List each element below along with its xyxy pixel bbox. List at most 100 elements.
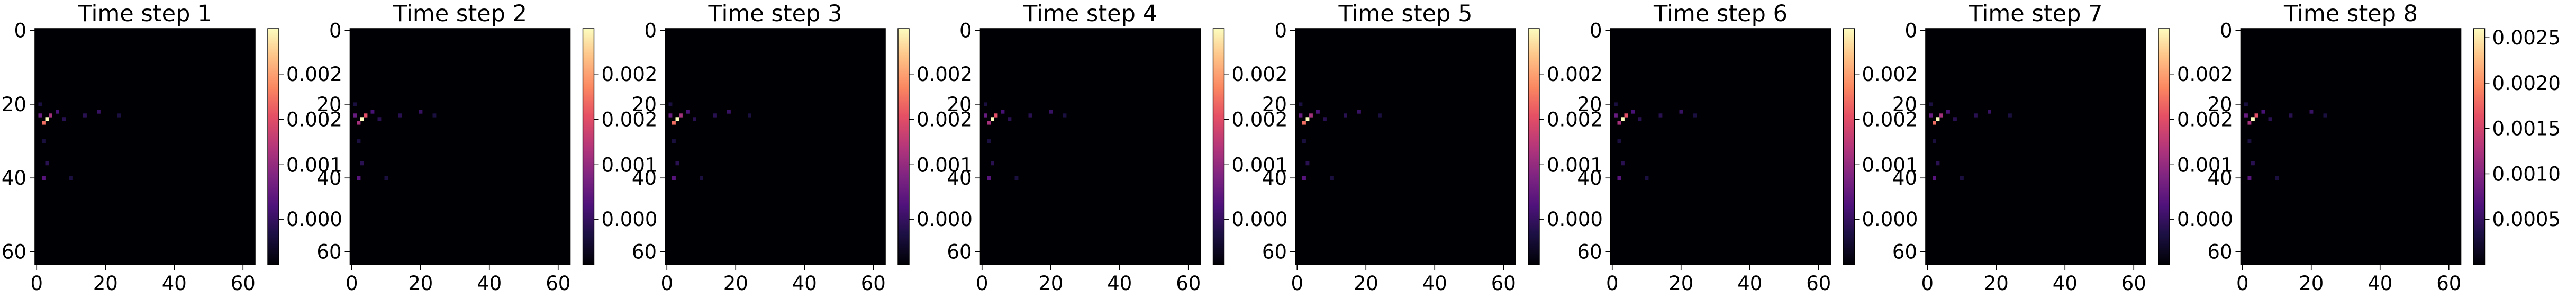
colorbar [2473, 28, 2486, 265]
y-tick-label: 0 [1274, 19, 1287, 42]
heatmap-cell [1638, 117, 1642, 121]
heatmap-panel-8: Time step 80 20 40 6002040600.00050.00100.0… [2207, 1, 2561, 295]
colorbar-tick-label: 0.000 [602, 208, 658, 231]
panel-title: Time step 1 [78, 1, 212, 27]
heatmap-cell [668, 113, 673, 118]
heatmap-background [1610, 29, 1831, 265]
heatmap-cell [384, 176, 388, 180]
heatmap-background [1295, 29, 1516, 265]
heatmap-cell [1953, 117, 1957, 121]
axes-frame [1295, 28, 1516, 265]
heatmap-cell [1001, 110, 1005, 114]
colorbar-tick-label: 0.0005 [2492, 208, 2561, 231]
heatmap-cell [357, 121, 361, 125]
y-tick-label: 20 [2, 93, 26, 116]
colorbar-tick-label: 0.002 [1547, 63, 1603, 86]
colorbar-tick-label: 0.000 [1862, 208, 1918, 231]
colorbar-tick-label: 0.002 [1547, 109, 1603, 131]
x-tick-label: 20 [408, 272, 433, 295]
heatmap-cell [1929, 113, 1933, 118]
x-tick-label: 60 [546, 272, 570, 295]
x-tick-label: 40 [477, 272, 502, 295]
heatmap-cell [686, 110, 690, 114]
y-tick-label: 20 [1892, 93, 1917, 116]
heatmap-cell [1014, 176, 1019, 180]
heatmap-panel-6: Time step 60 20 40 6002040600.0000.0010.002… [1577, 1, 1918, 295]
heatmap-cell [2244, 113, 2248, 118]
heatmap-cell [984, 102, 987, 106]
heatmap-cell [1299, 102, 1303, 106]
heatmap-cell [1378, 113, 1382, 118]
x-tick-label: 0 [1921, 272, 1934, 295]
heatmap-cell [2008, 113, 2012, 118]
heatmap-cell [1617, 139, 1621, 143]
x-tick-label: 60 [2121, 272, 2146, 295]
colorbar-tick-label: 0.0010 [2492, 162, 2561, 185]
y-tick-label: 60 [947, 241, 972, 264]
heatmap-cell [1302, 139, 1306, 143]
x-tick-label: 0 [1291, 272, 1303, 295]
colorbar-tick-label: 0.001 [286, 153, 342, 176]
heatmap-cell [2275, 176, 2279, 180]
heatmap-cell [83, 113, 87, 118]
heatmap-cell [56, 110, 59, 114]
y-tick-label: 20 [1262, 93, 1287, 116]
x-tick-label: 60 [1491, 272, 1516, 295]
colorbar [2158, 28, 2170, 265]
colorbar-tick-label: 0.002 [1862, 109, 1918, 131]
x-tick-label: 40 [1422, 272, 1447, 295]
axes-frame [34, 28, 256, 265]
heatmap-cell [377, 117, 382, 121]
colorbar-tick-label: 0.002 [1232, 63, 1288, 86]
panel-title: Time step 6 [1653, 1, 1788, 27]
heatmap-cell [1305, 117, 1310, 121]
heatmap-panel-1: Time step 10 20 40 6002040600.0000.0010.002… [2, 1, 342, 295]
x-tick-label: 0 [346, 272, 358, 295]
y-tick-label: 40 [2, 167, 26, 189]
heatmap-cell [1299, 113, 1303, 118]
heatmap-cell [1933, 121, 1936, 125]
axes-frame [979, 28, 1201, 265]
heatmap-cell [1344, 113, 1347, 118]
colorbar-tick-label: 0.001 [917, 153, 973, 176]
heatmap-cell [991, 117, 994, 121]
heatmap-background [1926, 29, 2146, 265]
y-tick-label: 60 [2207, 241, 2232, 264]
heatmap-cell [1323, 117, 1327, 121]
x-tick-label: 60 [1806, 272, 1831, 295]
colorbar [1528, 28, 1540, 265]
axes-frame [665, 28, 886, 265]
y-tick-label: 0 [329, 19, 342, 42]
colorbar [897, 28, 910, 265]
y-tick-label: 20 [632, 93, 657, 116]
panel-title: Time step 4 [1023, 1, 1157, 27]
colorbar-tick-label: 0.002 [286, 63, 342, 86]
heatmap-cell [398, 113, 402, 118]
heatmap-cell [2309, 110, 2314, 114]
colorbar-tick-label: 0.002 [602, 109, 658, 131]
colorbar-tick-label: 0.001 [602, 153, 658, 176]
y-tick-label: 0 [1904, 19, 1917, 42]
colorbar-tick-label: 0.002 [602, 63, 658, 86]
heatmap-cell [1330, 176, 1334, 180]
colorbar-tick-label: 0.0020 [2492, 72, 2561, 95]
heatmap-cell [360, 161, 364, 166]
heatmap-cell [42, 176, 46, 180]
y-tick-label: 40 [1892, 167, 1917, 189]
heatmap-background [35, 29, 255, 265]
heatmap-panel-3: Time step 30 20 40 6002040600.0000.0010.002… [632, 1, 973, 295]
x-tick-label: 0 [30, 272, 43, 295]
x-tick-label: 20 [723, 272, 748, 295]
heatmap-cell [1624, 113, 1628, 118]
heatmap-cell [1316, 110, 1320, 114]
heatmap-cell [42, 121, 46, 125]
heatmap-cell [672, 176, 676, 180]
heatmap-cell [1617, 176, 1621, 180]
heatmap-cell [370, 110, 375, 114]
heatmap-cell [1621, 117, 1625, 121]
colorbar-tick-label: 0.001 [1232, 153, 1288, 176]
heatmap-cell [1974, 113, 1978, 118]
colorbar [582, 28, 595, 265]
y-tick-label: 20 [2207, 93, 2232, 116]
x-tick-label: 40 [2053, 272, 2078, 295]
